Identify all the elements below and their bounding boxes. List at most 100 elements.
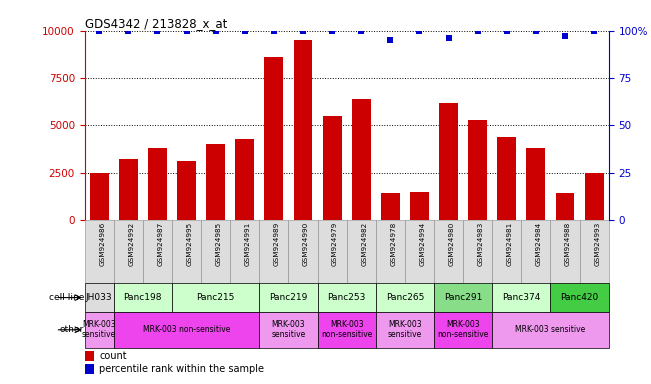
Bar <box>172 283 259 312</box>
Text: percentile rank within the sample: percentile rank within the sample <box>100 364 264 374</box>
Text: GSM924991: GSM924991 <box>245 222 251 266</box>
Point <box>94 28 104 34</box>
Point <box>152 28 163 34</box>
Bar <box>114 220 143 283</box>
Text: MRK-003
sensitive: MRK-003 sensitive <box>388 320 422 339</box>
Text: GDS4342 / 213828_x_at: GDS4342 / 213828_x_at <box>85 17 227 30</box>
Text: GSM924994: GSM924994 <box>419 222 426 266</box>
Bar <box>264 57 283 220</box>
Bar <box>463 220 492 283</box>
Text: MRK-003
sensitive: MRK-003 sensitive <box>82 320 117 339</box>
Text: GSM924982: GSM924982 <box>361 222 367 266</box>
Text: MRK-003 sensitive: MRK-003 sensitive <box>516 325 586 334</box>
Bar <box>439 103 458 220</box>
Bar <box>230 220 259 283</box>
Point <box>385 37 396 43</box>
Text: GSM924995: GSM924995 <box>187 222 193 266</box>
Bar <box>259 220 288 283</box>
Text: Panc219: Panc219 <box>270 293 308 302</box>
Point <box>443 35 454 41</box>
Text: Panc374: Panc374 <box>502 293 540 302</box>
Point <box>269 28 279 34</box>
Text: GSM924987: GSM924987 <box>158 222 163 266</box>
Point <box>414 28 424 34</box>
Bar <box>434 220 463 283</box>
Bar <box>521 220 551 283</box>
Bar <box>119 159 138 220</box>
Point <box>473 28 483 34</box>
Bar <box>492 283 551 312</box>
Bar <box>85 220 114 283</box>
Text: GSM924984: GSM924984 <box>536 222 542 266</box>
Bar <box>318 312 376 348</box>
Bar <box>405 220 434 283</box>
Point <box>298 28 308 34</box>
Bar <box>85 364 94 374</box>
Bar <box>381 194 400 220</box>
Bar <box>468 120 487 220</box>
Bar <box>555 194 574 220</box>
Bar <box>434 312 492 348</box>
Point <box>531 28 541 34</box>
Bar <box>376 220 405 283</box>
Bar <box>201 220 230 283</box>
Bar <box>235 139 255 220</box>
Bar <box>352 99 370 220</box>
Text: Panc198: Panc198 <box>124 293 162 302</box>
Bar <box>259 312 318 348</box>
Text: GSM924989: GSM924989 <box>274 222 280 266</box>
Bar <box>434 283 492 312</box>
Bar <box>347 220 376 283</box>
Bar <box>85 351 94 361</box>
Bar <box>114 283 172 312</box>
Bar <box>206 144 225 220</box>
Text: GSM924978: GSM924978 <box>391 222 396 266</box>
Bar <box>323 116 342 220</box>
Point <box>123 28 133 34</box>
Text: GSM924981: GSM924981 <box>506 222 513 266</box>
Text: GSM924992: GSM924992 <box>128 222 134 266</box>
Bar <box>172 220 201 283</box>
Point <box>327 28 337 34</box>
Text: GSM924979: GSM924979 <box>332 222 338 266</box>
Bar <box>492 312 609 348</box>
Bar <box>551 220 579 283</box>
Text: Panc253: Panc253 <box>327 293 366 302</box>
Text: GSM924993: GSM924993 <box>594 222 600 266</box>
Bar <box>527 148 546 220</box>
Text: Panc291: Panc291 <box>444 293 482 302</box>
Text: Panc420: Panc420 <box>561 293 599 302</box>
Bar <box>551 283 609 312</box>
Text: GSM924988: GSM924988 <box>565 222 571 266</box>
Bar <box>177 161 196 220</box>
Bar <box>288 220 318 283</box>
Text: GSM924980: GSM924980 <box>449 222 454 266</box>
Point <box>210 28 221 34</box>
Text: JH033: JH033 <box>86 293 113 302</box>
Bar <box>497 137 516 220</box>
Bar <box>90 172 109 220</box>
Text: GSM924986: GSM924986 <box>99 222 105 266</box>
Text: MRK-003
non-sensitive: MRK-003 non-sensitive <box>437 320 489 339</box>
Bar <box>143 220 172 283</box>
Text: GSM924983: GSM924983 <box>478 222 484 266</box>
Point <box>560 33 570 40</box>
Text: GSM924985: GSM924985 <box>215 222 221 266</box>
Bar <box>259 283 318 312</box>
Bar <box>579 220 609 283</box>
Point <box>589 28 600 34</box>
Bar <box>492 220 521 283</box>
Bar <box>148 148 167 220</box>
Point <box>240 28 250 34</box>
Text: MRK-003
non-sensitive: MRK-003 non-sensitive <box>321 320 372 339</box>
Bar <box>376 312 434 348</box>
Bar <box>410 192 429 220</box>
Bar <box>318 283 376 312</box>
Bar <box>318 220 347 283</box>
Text: count: count <box>100 351 127 361</box>
Text: GSM924990: GSM924990 <box>303 222 309 266</box>
Bar <box>114 312 259 348</box>
Bar <box>294 40 312 220</box>
Bar <box>85 283 114 312</box>
Point <box>182 28 192 34</box>
